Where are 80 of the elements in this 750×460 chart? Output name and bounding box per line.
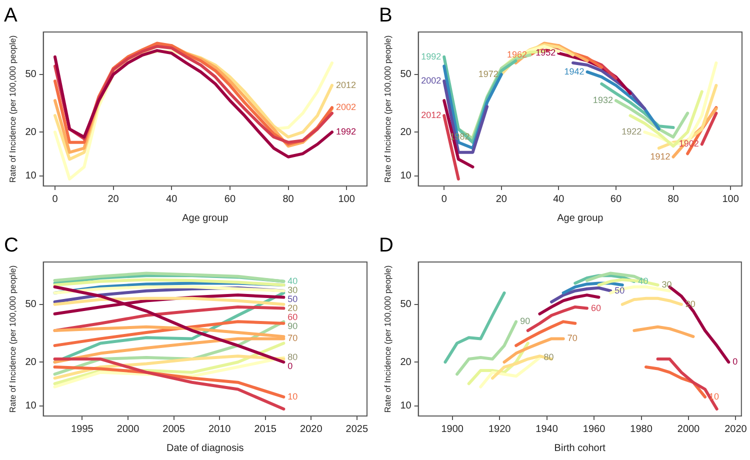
- chart-title: D: [379, 234, 394, 257]
- x-tick-label: 20: [496, 194, 508, 205]
- x-tick-label: 20: [108, 194, 120, 205]
- x-tick-label: 1980: [630, 424, 653, 435]
- series-label: 80: [288, 352, 298, 362]
- x-axis-title: Age group: [557, 212, 604, 224]
- series-label: 2012: [421, 110, 442, 120]
- series-label: 60: [590, 302, 601, 313]
- series-label: 1972: [478, 68, 498, 79]
- series-label: 40: [288, 276, 298, 286]
- y-tick-label: 10: [400, 170, 412, 182]
- x-tick-label: 1940: [536, 424, 558, 435]
- x-tick-label: 60: [224, 194, 236, 205]
- y-tick-label: 20: [400, 356, 412, 368]
- series-label: 90: [520, 316, 530, 326]
- x-tick-label: 60: [610, 194, 622, 205]
- series-label: 50: [288, 294, 298, 304]
- series-label: 1912: [650, 151, 670, 162]
- x-tick-label: 2020: [300, 424, 323, 435]
- y-tick-label: 50: [400, 299, 412, 310]
- y-axis-title: Rate of Incidence (per 100,000 people): [7, 35, 18, 183]
- series-label: 0: [732, 356, 738, 367]
- series-label: 1982: [450, 132, 470, 142]
- x-tick-label: 80: [282, 194, 294, 205]
- y-tick-label: 10: [25, 400, 37, 412]
- x-tick-label: 1900: [441, 424, 464, 435]
- chart-title: A: [4, 4, 18, 27]
- x-tick-label: 2025: [346, 424, 368, 435]
- y-tick-label: 50: [25, 299, 37, 310]
- x-tick-label: 1920: [488, 424, 512, 435]
- y-tick-label: 10: [25, 170, 37, 182]
- series-label: 70: [567, 333, 578, 344]
- y-tick-label: 20: [400, 126, 412, 138]
- series-label: 2002: [336, 102, 356, 112]
- series-label: 70: [288, 333, 298, 344]
- series-label: 1942: [564, 66, 584, 76]
- series-label: 10: [288, 391, 298, 402]
- x-tick-label: 2000: [677, 424, 700, 435]
- series-label: 90: [288, 320, 298, 331]
- series-label: 2002: [421, 76, 442, 86]
- x-tick-label: 40: [553, 194, 565, 205]
- series-label: 1952: [536, 48, 556, 58]
- chart-title: C: [4, 234, 18, 257]
- y-tick-label: 50: [400, 69, 412, 80]
- x-tick-label: 40: [166, 194, 178, 205]
- x-axis-title: Date of diagnosis: [166, 442, 244, 454]
- series-label: 30: [288, 284, 298, 295]
- x-tick-label: 100: [722, 194, 740, 205]
- series-label: 1992: [421, 51, 442, 62]
- x-axis-title: Birth cohort: [554, 442, 606, 454]
- y-axis-title: Rate of Incidence (per 100,000 people): [382, 35, 392, 183]
- x-tick-label: 1995: [71, 424, 94, 435]
- x-tick-label: 2005: [162, 424, 186, 435]
- y-axis-title: Rate of Incidence (per 100,000 people): [7, 265, 18, 413]
- series-label: 60: [288, 312, 298, 322]
- y-tick-label: 10: [400, 400, 412, 412]
- x-tick-label: 2000: [116, 424, 140, 435]
- x-tick-label: 2020: [724, 424, 748, 435]
- series-label: 30: [662, 280, 672, 290]
- x-tick-label: 0: [441, 194, 448, 205]
- x-tick-label: 100: [338, 194, 356, 205]
- y-tick-label: 50: [25, 69, 37, 80]
- chart-title: B: [379, 4, 392, 27]
- y-tick-label: 20: [25, 356, 37, 368]
- series-label: 1962: [507, 50, 528, 60]
- x-tick-label: 2010: [208, 424, 232, 435]
- series-label: 50: [614, 285, 625, 296]
- y-axis-title: Rate of Incidence (per 100,000 people): [382, 265, 392, 413]
- series-label: 2012: [336, 80, 356, 90]
- x-tick-label: 80: [668, 194, 680, 205]
- series-label: 1992: [336, 126, 356, 137]
- series-label: 1932: [592, 95, 613, 106]
- series-label: 0: [288, 361, 293, 372]
- x-tick-label: 2015: [254, 424, 277, 435]
- x-tick-label: 1960: [582, 424, 606, 435]
- x-axis-title: Age group: [182, 212, 229, 224]
- y-tick-label: 20: [25, 126, 37, 138]
- x-tick-label: 0: [52, 194, 58, 205]
- series-label: 20: [288, 302, 298, 313]
- series-label: 1922: [622, 126, 642, 137]
